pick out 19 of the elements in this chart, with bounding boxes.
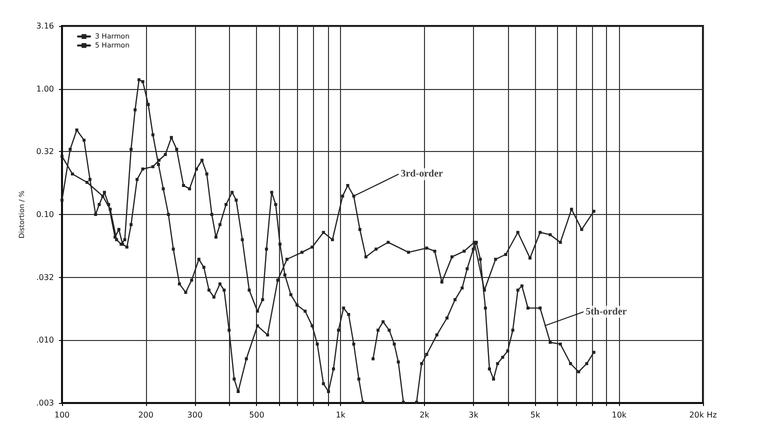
x-tick-label: 500 xyxy=(249,410,264,420)
y-tick-label: 0.32 xyxy=(36,147,54,156)
x-tick-label: 100 xyxy=(54,410,70,420)
y-tick-label: .010 xyxy=(36,336,54,345)
x-tick-label: 1k xyxy=(336,410,346,420)
annotation: 3rd-order xyxy=(400,168,444,180)
x-tick-label: 20k Hz xyxy=(689,410,717,420)
y-tick-label: .032 xyxy=(36,272,54,282)
x-tick-label: 5k xyxy=(530,410,541,420)
x-tick-label: 300 xyxy=(187,410,203,420)
y-tick-label: 0.10 xyxy=(36,210,54,219)
y-tick-label: .003 xyxy=(36,398,54,408)
x-tick-label: 10k xyxy=(612,410,627,420)
x-tick-label: 2k xyxy=(420,410,430,420)
y-tick-label: 1.00 xyxy=(36,84,54,94)
y-tick-label: 3.16 xyxy=(36,22,54,30)
x-tick-label: 200 xyxy=(138,410,154,420)
annotation: 5th-order xyxy=(586,306,628,318)
x-tick-label: 3k xyxy=(468,410,479,420)
